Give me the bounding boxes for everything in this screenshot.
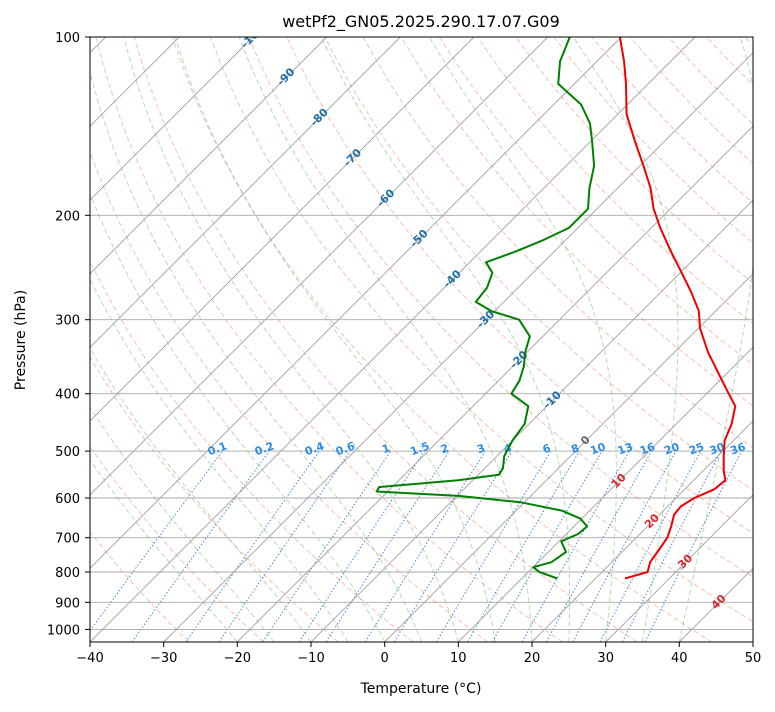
x-tick-label: −30	[150, 651, 177, 666]
y-tick-label: 500	[55, 445, 80, 460]
y-tick-label: 800	[55, 566, 80, 581]
x-tick-label: 0	[381, 651, 389, 666]
x-tick-label: 50	[745, 651, 762, 666]
x-tick-label: 20	[524, 651, 541, 666]
y-axis-label: Pressure (hPa)	[13, 290, 29, 390]
y-tick-label: 900	[55, 596, 80, 611]
y-tick-label: 1000	[47, 623, 80, 638]
x-tick-label: −10	[297, 651, 324, 666]
x-tick-label: 40	[671, 651, 688, 666]
x-tick-label: 10	[450, 651, 467, 666]
y-tick-label: 200	[55, 209, 80, 224]
x-tick-label: −20	[224, 651, 251, 666]
y-tick-label: 400	[55, 388, 80, 403]
x-tick-label: −40	[76, 651, 103, 666]
x-axis-label: Temperature (°C)	[360, 681, 482, 697]
y-tick-label: 300	[55, 314, 80, 329]
y-tick-label: 100	[55, 31, 80, 46]
y-tick-label: 700	[55, 532, 80, 547]
x-tick-label: 30	[597, 651, 614, 666]
chart-title: wetPf2_GN05.2025.290.17.07.G09	[282, 12, 560, 32]
y-tick-label: 600	[55, 492, 80, 507]
